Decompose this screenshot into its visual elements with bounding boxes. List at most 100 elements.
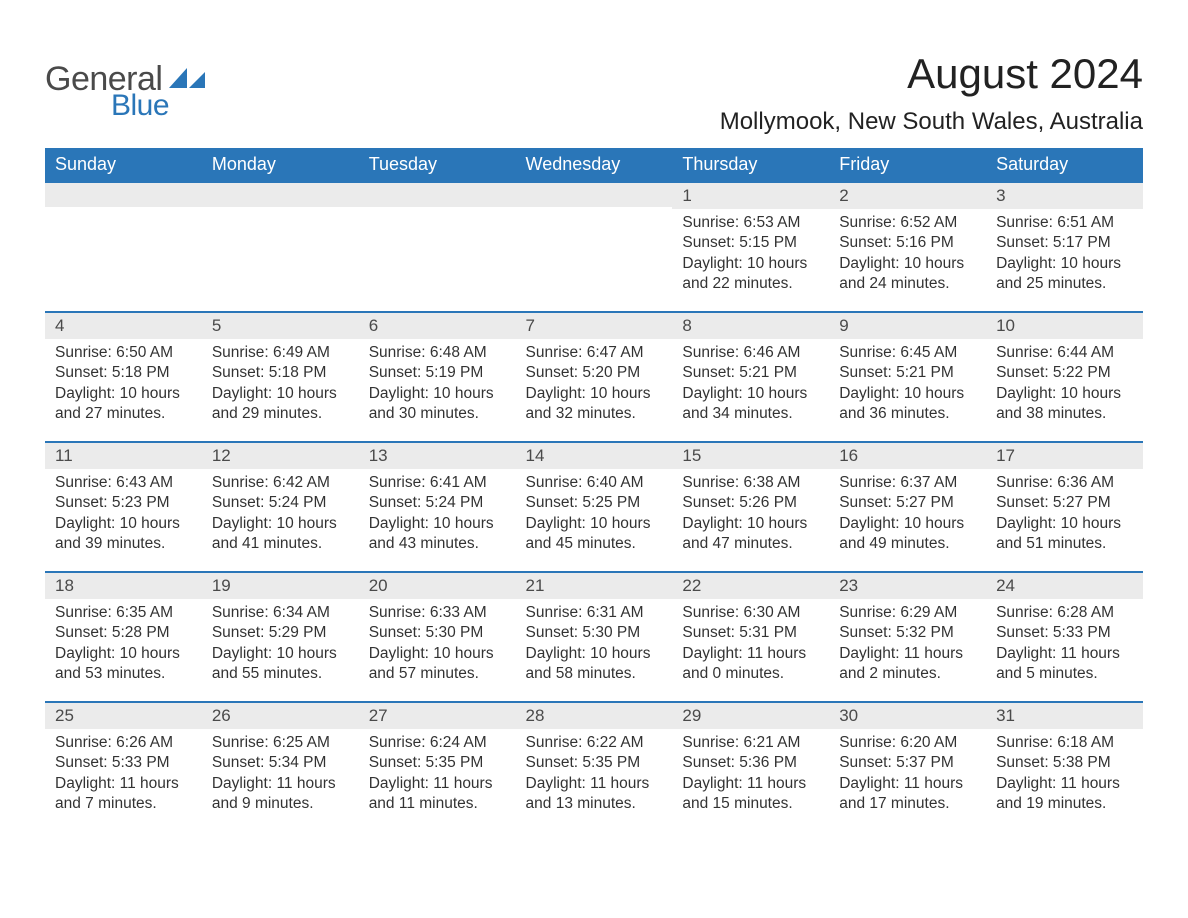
calendar-day: 7Sunrise: 6:47 AMSunset: 5:20 PMDaylight…: [516, 312, 673, 442]
calendar-week: 11Sunrise: 6:43 AMSunset: 5:23 PMDayligh…: [45, 442, 1143, 572]
calendar-day: 27Sunrise: 6:24 AMSunset: 5:35 PMDayligh…: [359, 702, 516, 832]
calendar-day: 24Sunrise: 6:28 AMSunset: 5:33 PMDayligh…: [986, 572, 1143, 702]
calendar-day: 12Sunrise: 6:42 AMSunset: 5:24 PMDayligh…: [202, 442, 359, 572]
day-number: [516, 183, 673, 207]
sunrise-line: Sunrise: 6:36 AM: [996, 473, 1133, 493]
day-details: Sunrise: 6:26 AMSunset: 5:33 PMDaylight:…: [45, 729, 202, 823]
day-details: Sunrise: 6:21 AMSunset: 5:36 PMDaylight:…: [672, 729, 829, 823]
day-details: Sunrise: 6:20 AMSunset: 5:37 PMDaylight:…: [829, 729, 986, 823]
calendar-day: [359, 182, 516, 312]
day-header: Tuesday: [359, 148, 516, 182]
day-details: Sunrise: 6:24 AMSunset: 5:35 PMDaylight:…: [359, 729, 516, 823]
calendar-day: [202, 182, 359, 312]
day-number: 31: [986, 703, 1143, 729]
day-details: Sunrise: 6:36 AMSunset: 5:27 PMDaylight:…: [986, 469, 1143, 563]
day-number: 30: [829, 703, 986, 729]
daylight-line: Daylight: 10 hours and 36 minutes.: [839, 384, 976, 425]
daylight-line: Daylight: 10 hours and 29 minutes.: [212, 384, 349, 425]
day-details: Sunrise: 6:22 AMSunset: 5:35 PMDaylight:…: [516, 729, 673, 823]
day-details: Sunrise: 6:47 AMSunset: 5:20 PMDaylight:…: [516, 339, 673, 433]
day-number: 25: [45, 703, 202, 729]
daylight-line: Daylight: 10 hours and 49 minutes.: [839, 514, 976, 555]
sunrise-line: Sunrise: 6:21 AM: [682, 733, 819, 753]
sunrise-line: Sunrise: 6:51 AM: [996, 213, 1133, 233]
day-number: 18: [45, 573, 202, 599]
day-number: 16: [829, 443, 986, 469]
calendar-day: 3Sunrise: 6:51 AMSunset: 5:17 PMDaylight…: [986, 182, 1143, 312]
sunset-line: Sunset: 5:16 PM: [839, 233, 976, 253]
daylight-line: Daylight: 11 hours and 19 minutes.: [996, 774, 1133, 815]
page-header: General Blue August 2024 Mollymook, New …: [45, 50, 1143, 136]
day-header: Sunday: [45, 148, 202, 182]
day-details: Sunrise: 6:37 AMSunset: 5:27 PMDaylight:…: [829, 469, 986, 563]
day-number: 10: [986, 313, 1143, 339]
title-block: August 2024 Mollymook, New South Wales, …: [720, 50, 1143, 136]
calendar-body: 1Sunrise: 6:53 AMSunset: 5:15 PMDaylight…: [45, 182, 1143, 832]
sunrise-line: Sunrise: 6:43 AM: [55, 473, 192, 493]
sunset-line: Sunset: 5:27 PM: [996, 493, 1133, 513]
calendar-week: 4Sunrise: 6:50 AMSunset: 5:18 PMDaylight…: [45, 312, 1143, 442]
day-details: Sunrise: 6:52 AMSunset: 5:16 PMDaylight:…: [829, 209, 986, 303]
day-number: 28: [516, 703, 673, 729]
daylight-line: Daylight: 10 hours and 32 minutes.: [526, 384, 663, 425]
daylight-line: Daylight: 11 hours and 2 minutes.: [839, 644, 976, 685]
day-details: Sunrise: 6:28 AMSunset: 5:33 PMDaylight:…: [986, 599, 1143, 693]
day-details: Sunrise: 6:44 AMSunset: 5:22 PMDaylight:…: [986, 339, 1143, 433]
sunrise-line: Sunrise: 6:42 AM: [212, 473, 349, 493]
sunrise-line: Sunrise: 6:52 AM: [839, 213, 976, 233]
day-number: [45, 183, 202, 207]
sunset-line: Sunset: 5:35 PM: [369, 753, 506, 773]
calendar-day: 13Sunrise: 6:41 AMSunset: 5:24 PMDayligh…: [359, 442, 516, 572]
sunrise-line: Sunrise: 6:18 AM: [996, 733, 1133, 753]
day-number: 17: [986, 443, 1143, 469]
sunset-line: Sunset: 5:37 PM: [839, 753, 976, 773]
sunrise-line: Sunrise: 6:41 AM: [369, 473, 506, 493]
daylight-line: Daylight: 11 hours and 11 minutes.: [369, 774, 506, 815]
day-details: Sunrise: 6:50 AMSunset: 5:18 PMDaylight:…: [45, 339, 202, 433]
calendar-day: 21Sunrise: 6:31 AMSunset: 5:30 PMDayligh…: [516, 572, 673, 702]
calendar-day: 8Sunrise: 6:46 AMSunset: 5:21 PMDaylight…: [672, 312, 829, 442]
sunrise-line: Sunrise: 6:22 AM: [526, 733, 663, 753]
calendar-week: 18Sunrise: 6:35 AMSunset: 5:28 PMDayligh…: [45, 572, 1143, 702]
daylight-line: Daylight: 10 hours and 51 minutes.: [996, 514, 1133, 555]
calendar-day: 28Sunrise: 6:22 AMSunset: 5:35 PMDayligh…: [516, 702, 673, 832]
day-number: 22: [672, 573, 829, 599]
sunset-line: Sunset: 5:31 PM: [682, 623, 819, 643]
sunset-line: Sunset: 5:36 PM: [682, 753, 819, 773]
daylight-line: Daylight: 10 hours and 39 minutes.: [55, 514, 192, 555]
sunset-line: Sunset: 5:24 PM: [369, 493, 506, 513]
daylight-line: Daylight: 10 hours and 47 minutes.: [682, 514, 819, 555]
day-header-row: SundayMondayTuesdayWednesdayThursdayFrid…: [45, 148, 1143, 182]
daylight-line: Daylight: 10 hours and 53 minutes.: [55, 644, 192, 685]
day-details: Sunrise: 6:46 AMSunset: 5:21 PMDaylight:…: [672, 339, 829, 433]
day-details: Sunrise: 6:45 AMSunset: 5:21 PMDaylight:…: [829, 339, 986, 433]
sunrise-line: Sunrise: 6:20 AM: [839, 733, 976, 753]
day-number: 4: [45, 313, 202, 339]
daylight-line: Daylight: 10 hours and 57 minutes.: [369, 644, 506, 685]
sunset-line: Sunset: 5:18 PM: [212, 363, 349, 383]
sunrise-line: Sunrise: 6:29 AM: [839, 603, 976, 623]
sunset-line: Sunset: 5:33 PM: [996, 623, 1133, 643]
sunrise-line: Sunrise: 6:48 AM: [369, 343, 506, 363]
calendar-day: 23Sunrise: 6:29 AMSunset: 5:32 PMDayligh…: [829, 572, 986, 702]
sunrise-line: Sunrise: 6:38 AM: [682, 473, 819, 493]
day-details: Sunrise: 6:30 AMSunset: 5:31 PMDaylight:…: [672, 599, 829, 693]
daylight-line: Daylight: 11 hours and 15 minutes.: [682, 774, 819, 815]
day-header: Saturday: [986, 148, 1143, 182]
day-number: [202, 183, 359, 207]
day-number: 14: [516, 443, 673, 469]
daylight-line: Daylight: 10 hours and 58 minutes.: [526, 644, 663, 685]
calendar-day: 29Sunrise: 6:21 AMSunset: 5:36 PMDayligh…: [672, 702, 829, 832]
sunset-line: Sunset: 5:19 PM: [369, 363, 506, 383]
day-number: 19: [202, 573, 359, 599]
sunset-line: Sunset: 5:23 PM: [55, 493, 192, 513]
day-details: Sunrise: 6:41 AMSunset: 5:24 PMDaylight:…: [359, 469, 516, 563]
daylight-line: Daylight: 11 hours and 13 minutes.: [526, 774, 663, 815]
sunset-line: Sunset: 5:21 PM: [682, 363, 819, 383]
day-number: 15: [672, 443, 829, 469]
sunrise-line: Sunrise: 6:44 AM: [996, 343, 1133, 363]
sunrise-line: Sunrise: 6:35 AM: [55, 603, 192, 623]
day-details: Sunrise: 6:29 AMSunset: 5:32 PMDaylight:…: [829, 599, 986, 693]
day-header: Thursday: [672, 148, 829, 182]
brand-blue: Blue: [111, 89, 207, 123]
